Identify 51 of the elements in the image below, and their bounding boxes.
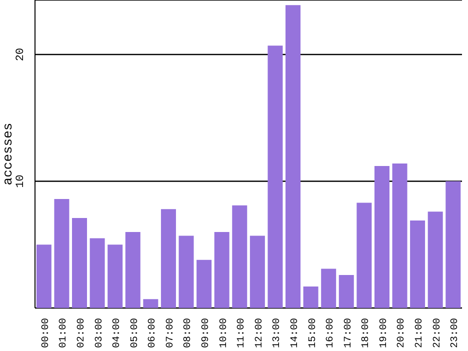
- x-tick-label: 22:00: [432, 318, 444, 348]
- x-tick-label: 14:00: [290, 318, 301, 348]
- bar: [356, 202, 372, 308]
- bar: [321, 268, 336, 308]
- x-tick-label: 23:00: [450, 318, 462, 348]
- x-tick-label: 12:00: [254, 318, 266, 348]
- bar: [250, 236, 265, 308]
- bar: [268, 46, 283, 308]
- bar: [303, 286, 318, 308]
- x-tick-label: 06:00: [148, 318, 159, 348]
- x-tick-label: 04:00: [112, 318, 124, 348]
- x-tick-label: 03:00: [94, 318, 106, 348]
- x-tick-label: 11:00: [236, 318, 248, 348]
- bar: [160, 209, 176, 308]
- x-tick-label: 18:00: [361, 318, 372, 348]
- bar: [54, 198, 70, 308]
- x-tick-label: 13:00: [272, 318, 284, 348]
- bar: [143, 299, 158, 308]
- y-axis-title: accesses: [0, 122, 16, 186]
- bar: [36, 244, 52, 308]
- bar: [338, 275, 354, 308]
- bar: [72, 218, 88, 308]
- x-tick-label: 01:00: [58, 318, 70, 348]
- x-tick-label: 07:00: [165, 318, 176, 348]
- x-tick-label: 02:00: [76, 318, 88, 348]
- bar: [232, 205, 248, 308]
- x-tick-label: 10:00: [218, 318, 230, 348]
- bar: [196, 260, 212, 308]
- bar: [446, 181, 461, 308]
- x-tick-label: 21:00: [414, 318, 426, 348]
- y-tick-label: 10: [15, 174, 27, 188]
- bar: [90, 238, 105, 308]
- bar: [392, 164, 408, 308]
- x-tick-label: 17:00: [343, 318, 354, 348]
- bar: [214, 232, 230, 308]
- bar: [125, 232, 140, 308]
- x-tick-label: 19:00: [378, 318, 390, 348]
- x-tick-label: 16:00: [326, 318, 337, 348]
- bar: [428, 212, 443, 308]
- y-tick-label: 20: [15, 48, 27, 62]
- x-tick-label: 05:00: [130, 318, 141, 348]
- bar: [178, 236, 194, 308]
- bar: [374, 166, 390, 308]
- bar: [286, 5, 301, 308]
- x-tick-label: 15:00: [308, 318, 319, 348]
- x-tick-label: 20:00: [396, 318, 408, 348]
- bar: [410, 220, 426, 308]
- bar: [108, 244, 123, 308]
- x-tick-label: 08:00: [183, 318, 194, 348]
- x-tick-label: 00:00: [40, 318, 52, 348]
- x-tick-label: 09:00: [201, 318, 212, 348]
